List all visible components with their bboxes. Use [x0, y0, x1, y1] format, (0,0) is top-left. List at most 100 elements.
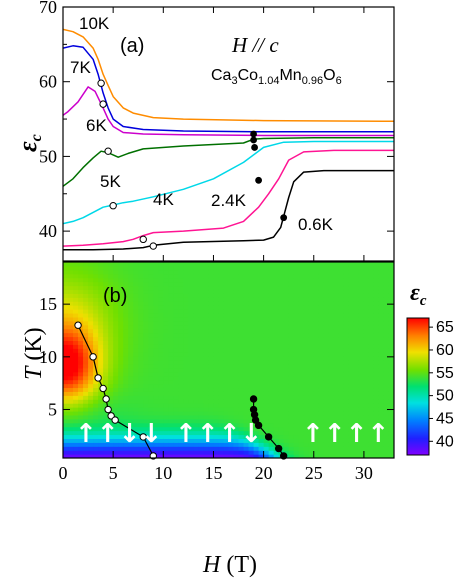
heatmap-cell: [188, 407, 194, 412]
heatmap-cell: [288, 285, 295, 291]
heatmap-cell: [63, 410, 69, 416]
heatmap-cell: [378, 277, 385, 283]
heatmap-cell: [63, 363, 69, 369]
heatmap-cell: [63, 262, 69, 267]
heatmap-cell: [118, 360, 124, 365]
heatmap-cell: [383, 454, 390, 458]
heatmap-cell: [138, 352, 144, 357]
heatmap-cell: [208, 430, 215, 436]
heatmap-cell: [98, 352, 104, 357]
heatmap-cell: [128, 363, 134, 369]
heatmap-cell: [378, 403, 385, 408]
heatmap-cell: [203, 403, 210, 408]
heatmap-cell: [178, 301, 184, 306]
heatmap-cell: [238, 371, 245, 377]
heatmap-cell: [248, 403, 255, 408]
heatmap-cell: [283, 414, 290, 420]
heatmap-cell: [298, 375, 305, 381]
heatmap-cell: [243, 410, 250, 416]
heatmap-cell: [83, 418, 89, 424]
heatmap-cell: [133, 387, 139, 392]
heatmap-cell: [63, 273, 69, 279]
heatmap-cell: [168, 383, 174, 389]
heatmap-cell: [123, 320, 129, 326]
heatmap-cell: [378, 336, 385, 341]
heatmap-cell: [193, 316, 200, 322]
heatmap-cell: [263, 438, 270, 443]
heatmap-cell: [353, 454, 360, 458]
heatmap-cell: [143, 273, 149, 279]
heatmap-cell: [253, 320, 260, 326]
heatmap-cell: [138, 269, 144, 275]
heatmap-cell: [208, 414, 215, 420]
heatmap-cell: [78, 265, 84, 271]
heatmap-cell: [303, 336, 310, 341]
heatmap-cell: [78, 426, 84, 432]
heatmap-cell: [378, 285, 385, 291]
heatmap-cell: [238, 324, 245, 330]
heatmap-cell: [158, 363, 164, 369]
heatmap-cell: [63, 285, 69, 291]
heatmap-cell: [343, 309, 350, 314]
heatmap-cell: [138, 454, 144, 458]
heatmap-cell: [93, 324, 99, 330]
heatmap-cell: [358, 344, 365, 349]
heatmap-cell: [143, 344, 149, 349]
heatmap-cell: [338, 262, 345, 267]
heatmap-cell: [153, 289, 159, 294]
heatmap-cell: [358, 312, 365, 318]
heatmap-cell: [103, 442, 109, 447]
heatmap-cell: [213, 352, 220, 357]
heatmap-cell: [98, 430, 104, 436]
heatmap-cell: [333, 340, 340, 345]
heatmap-cell: [113, 265, 119, 271]
heatmap-cell: [93, 285, 99, 291]
heatmap-cell: [138, 262, 144, 267]
heatmap-cell: [133, 348, 139, 353]
heatmap-cell: [223, 454, 230, 458]
heatmap-cell: [118, 450, 124, 455]
heatmap-cell: [178, 309, 184, 314]
heatmap-cell: [158, 312, 164, 318]
heatmap-cell: [313, 328, 320, 334]
heatmap-cell: [373, 379, 380, 385]
heatmap-cell: [203, 387, 210, 392]
heatmap-cell: [278, 375, 285, 381]
series-line-0.6K: [63, 169, 394, 251]
heatmap-cell: [303, 391, 310, 396]
heatmap-cell: [158, 293, 164, 298]
heatmap-cell: [133, 277, 139, 283]
heatmap-cell: [193, 414, 200, 420]
heatmap-cell: [248, 422, 255, 428]
heatmap-cell: [73, 360, 79, 365]
heatmap-cell: [198, 454, 205, 458]
heatmap-cell: [388, 301, 394, 306]
heatmap-cell: [228, 375, 235, 381]
heatmap-cell: [383, 273, 390, 279]
heatmap-cell: [298, 410, 305, 416]
heatmap-cell: [168, 375, 174, 381]
heatmap-cell: [198, 336, 205, 341]
heatmap-cell: [83, 262, 89, 267]
heatmap-cell: [113, 262, 119, 267]
heatmap-cell: [103, 375, 109, 381]
heatmap-cell: [143, 297, 149, 302]
heatmap-cell: [148, 363, 154, 369]
heatmap-cell: [298, 324, 305, 330]
heatmap-cell: [363, 320, 370, 326]
heatmap-cell: [323, 352, 330, 357]
heatmap-cell: [108, 340, 114, 345]
heatmap-cell: [228, 379, 235, 385]
heatmap-cell: [303, 316, 310, 322]
heatmap-cell: [263, 407, 270, 412]
heatmap-cell: [203, 293, 210, 298]
colorbar-tick-label: 50: [436, 388, 454, 405]
heatmap-cell: [288, 289, 295, 294]
heatmap-cell: [128, 450, 134, 455]
heatmap-cell: [363, 309, 370, 314]
heatmap-cell: [88, 430, 94, 436]
heatmap-cell: [143, 262, 149, 267]
heatmap-cell: [248, 387, 255, 392]
heatmap-cell: [243, 414, 250, 420]
heatmap-cell: [278, 285, 285, 291]
